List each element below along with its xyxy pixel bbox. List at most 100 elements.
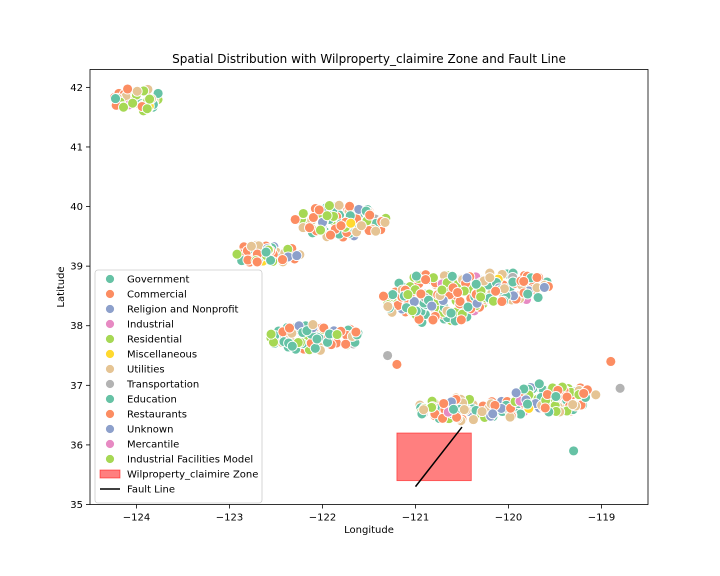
data-point: [438, 398, 450, 409]
data-point: [487, 408, 499, 420]
legend-box: [94, 269, 263, 504]
data-point: [350, 326, 362, 338]
data-point: [265, 328, 277, 340]
data-point: [291, 250, 303, 262]
data-point: [118, 101, 129, 113]
data-point: [379, 216, 391, 228]
data-point: [370, 225, 382, 237]
data-point: [284, 322, 295, 334]
data-point: [110, 93, 121, 105]
legend-label: Education: [127, 395, 177, 406]
data-point: [467, 414, 479, 426]
legend-label: Fault Line: [127, 485, 175, 496]
data-point: [510, 387, 522, 399]
legend-label: Utilities: [127, 365, 165, 376]
data-point: [578, 387, 590, 399]
data-point: [144, 93, 156, 105]
x-tick-label: −120: [495, 513, 522, 524]
chart-title: Spatial Distribution with Wilproperty_cl…: [172, 52, 566, 66]
legend-label: Unknown: [127, 425, 173, 436]
legend-marker: [105, 364, 115, 374]
data-point: [568, 445, 580, 457]
data-point: [420, 274, 432, 286]
data-point: [344, 200, 356, 212]
data-point: [141, 103, 153, 115]
legend-marker: [105, 439, 115, 449]
data-point: [245, 240, 257, 252]
data-point: [452, 287, 464, 298]
data-point: [550, 391, 562, 402]
legend-zone-swatch: [99, 469, 121, 479]
legend-label: Residential: [127, 335, 182, 346]
legend-label: Mercantile: [127, 440, 179, 451]
data-point: [418, 404, 430, 416]
data-point: [538, 281, 550, 293]
data-point: [391, 359, 403, 370]
data-point: [445, 307, 457, 319]
y-tick-label: 38: [70, 321, 83, 332]
y-tick-label: 37: [70, 381, 83, 392]
legend-marker: [105, 394, 115, 404]
x-tick-label: −124: [123, 513, 150, 524]
data-point: [304, 222, 315, 234]
data-point: [531, 272, 543, 283]
data-point: [567, 399, 579, 411]
x-tick-label: −121: [402, 513, 429, 524]
data-point: [476, 406, 488, 418]
fault-line: [414, 426, 463, 488]
data-point: [321, 210, 333, 222]
data-point: [289, 214, 301, 225]
data-point: [333, 199, 345, 211]
data-point: [127, 97, 139, 109]
legend-marker: [105, 379, 115, 389]
legend-marker: [105, 349, 115, 359]
legend-label: Religion and Nonprofit: [127, 305, 239, 316]
data-point: [355, 220, 367, 232]
legend-marker: [105, 274, 115, 284]
legend-marker: [105, 334, 115, 344]
data-point: [496, 296, 508, 307]
data-point: [265, 254, 277, 266]
data-point: [231, 248, 243, 260]
data-point: [340, 338, 352, 350]
data-point: [402, 289, 414, 301]
legend-label: Miscellaneous: [127, 350, 197, 361]
data-point: [286, 340, 298, 352]
overlay-layer: [396, 426, 472, 488]
wildfire-zone-rect: [396, 432, 472, 482]
legend-label: Transportation: [126, 380, 199, 391]
x-axis: −124 −123 −122 −121 −120 −119: [123, 504, 615, 524]
data-point: [260, 246, 272, 258]
data-point: [561, 391, 573, 403]
data-point: [387, 289, 399, 301]
data-point: [297, 208, 309, 219]
data-point: [307, 319, 319, 331]
data-point: [426, 300, 438, 312]
legend-marker: [105, 424, 115, 434]
y-tick-label: 39: [70, 262, 83, 273]
data-point: [315, 224, 326, 236]
data-point: [406, 305, 418, 317]
data-point: [522, 398, 533, 410]
data-point: [470, 278, 482, 290]
data-point: [313, 204, 325, 216]
data-point: [446, 270, 458, 282]
legend-marker: [105, 409, 115, 419]
data-point: [325, 229, 336, 241]
legend: Government Commercial Religion and Nonprof…: [94, 269, 263, 504]
axes-frame: [89, 69, 649, 505]
data-point: [455, 314, 467, 326]
data-point: [462, 301, 474, 313]
data-point: [458, 404, 470, 416]
data-point: [484, 272, 496, 284]
data-point: [410, 270, 422, 282]
legend-marker: [105, 454, 115, 464]
data-point: [605, 356, 617, 367]
data-point: [490, 285, 502, 297]
data-point: [345, 217, 357, 229]
x-tick-label: −123: [216, 513, 243, 524]
data-point: [532, 292, 544, 303]
data-point: [309, 342, 321, 354]
x-tick-label: −122: [309, 513, 336, 524]
